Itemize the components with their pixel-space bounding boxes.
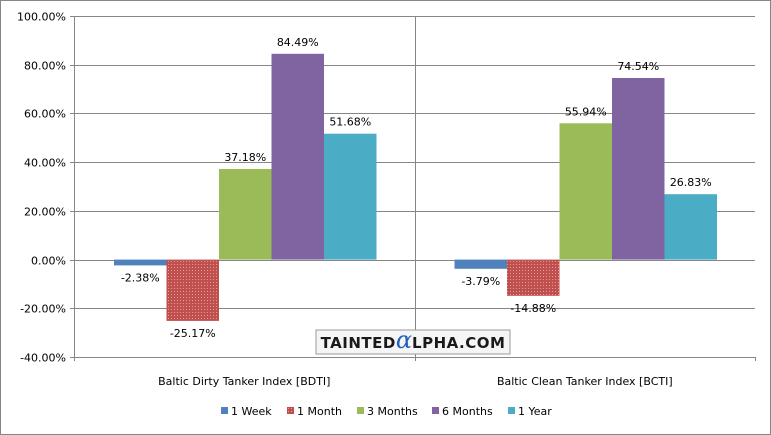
y-tick-label: 0.00% (31, 255, 66, 268)
axes: -40.00% -20.00% 0.00% 20.00% 40.00% 60.00% 80.… (17, 11, 756, 388)
y-tick-label: -20.00% (20, 303, 66, 316)
x-tick-label: Baltic Clean Tanker Index [BCTI] (497, 375, 673, 388)
data-label: 26.83% (670, 176, 712, 189)
bar (166, 259, 219, 321)
legend-entry: 1 Year (518, 405, 552, 418)
bar (664, 194, 717, 260)
watermark-box (315, 329, 511, 355)
bar (507, 259, 560, 296)
bar (559, 123, 612, 260)
bar (114, 259, 167, 266)
bar (454, 259, 507, 269)
watermark-logo: TAINTEDαLPHA.COM (315, 326, 511, 355)
data-label: 74.54% (617, 60, 659, 73)
bar (324, 133, 377, 260)
data-label: 84.49% (277, 36, 319, 49)
data-label: 55.94% (565, 105, 607, 118)
y-tick-label: 40.00% (24, 157, 66, 170)
legend-entry: 6 Months (442, 405, 493, 418)
y-tick-label: 60.00% (24, 108, 66, 121)
bar (612, 78, 665, 260)
legend-swatch (287, 407, 294, 414)
legend-entry: 1 Month (297, 405, 342, 418)
x-tick-label: Baltic Dirty Tanker Index [BDTI] (158, 375, 330, 388)
bar (271, 53, 324, 260)
data-labels: -2.38% -25.17% 37.18% 84.49% 51.68% -3.79% -14… (121, 36, 712, 340)
y-tick-label: 20.00% (24, 206, 66, 219)
data-label: -25.17% (170, 327, 216, 340)
legend-entry: 3 Months (367, 405, 418, 418)
y-tick-label: -40.00% (20, 352, 66, 365)
y-tick-label: 100.00% (17, 11, 66, 24)
watermark-text: TAINTEDαLPHA.COM (321, 326, 506, 354)
data-label: 37.18% (224, 151, 266, 164)
y-tick-label: 80.00% (24, 60, 66, 73)
data-label: 51.68% (329, 116, 371, 129)
data-label: -14.88% (510, 302, 556, 315)
data-label: -2.38% (121, 271, 160, 284)
legend-swatch (357, 407, 364, 414)
legend-swatch (221, 407, 228, 414)
legend-swatch (432, 407, 439, 414)
legend: 1 Week 1 Month 3 Months 6 Months 1 Year (221, 405, 552, 418)
legend-swatch (508, 407, 515, 414)
bars (114, 53, 717, 321)
data-label: -3.79% (461, 275, 500, 288)
bar (219, 169, 272, 260)
legend-entry: 1 Week (231, 405, 272, 418)
